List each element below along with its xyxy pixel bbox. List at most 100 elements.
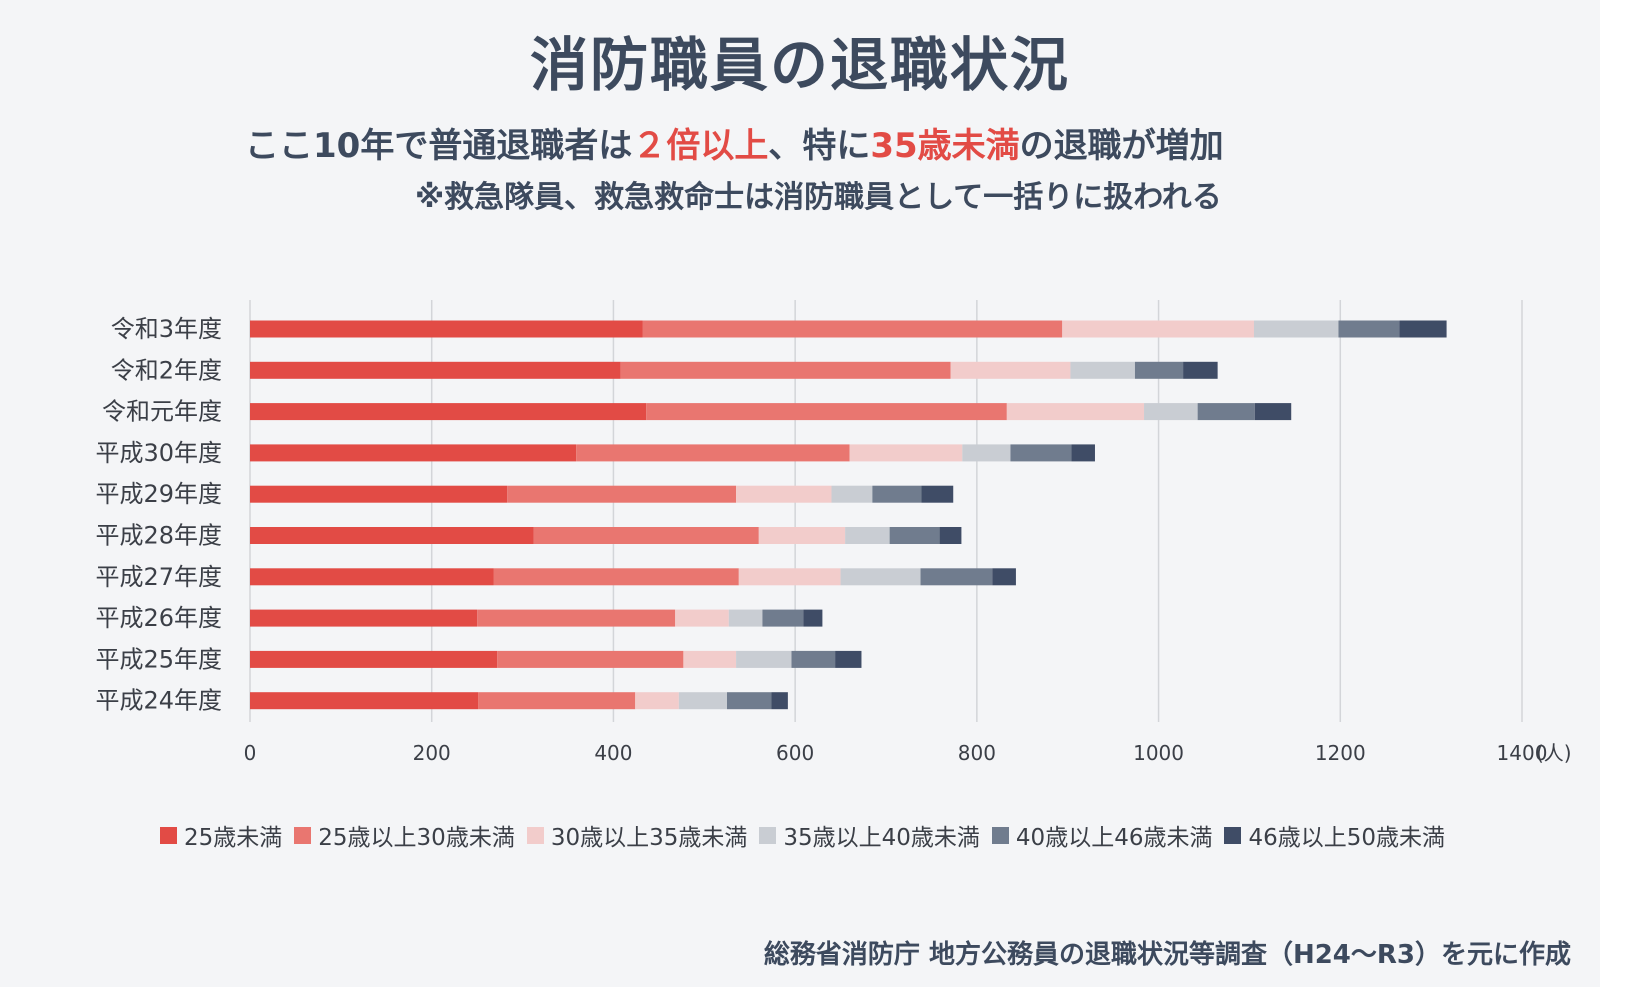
category-label: 平成29年度 (95, 480, 222, 508)
legend-swatch (526, 826, 544, 844)
category-label: 平成30年度 (95, 439, 222, 467)
legend-item: 46歳以上50歳未満 (1224, 818, 1445, 852)
bar-segment (962, 444, 1011, 462)
bar-segment (1197, 403, 1255, 421)
bar-chart: 0 200 400 600 800 1000 1200 1400(人) 令和3年度令和2年度令和… (95, 300, 1572, 765)
legend-swatch (1224, 826, 1242, 844)
x-tick-label: 400 (594, 741, 632, 765)
legend-swatch (759, 826, 777, 844)
legend-label: 35歳以上40歳未満 (783, 825, 980, 851)
bar-segment (250, 444, 577, 462)
x-tick-label: 600 (776, 741, 814, 765)
chart-title: 消防職員の退職状況 (529, 31, 1070, 99)
bar-segment (250, 650, 498, 668)
category-label: 平成24年度 (95, 687, 222, 715)
bar-segment (1134, 361, 1184, 379)
bar-segment (727, 692, 772, 710)
legend-label: 46歳以上50歳未満 (1248, 825, 1446, 851)
bar-segment (250, 485, 508, 503)
bar-segment (250, 361, 621, 379)
bar-segment (872, 485, 922, 503)
bar-segment (250, 320, 643, 338)
source-credit: 総務省消防庁 地方公務員の退職状況等調査（H24〜R3）を元に作成 (763, 940, 1571, 970)
bar-segment (1183, 361, 1218, 379)
bar-segment (1070, 361, 1135, 379)
bar-segment (889, 527, 940, 544)
bar-segment (845, 527, 890, 544)
legend-label: 30歳以上35歳未満 (550, 825, 748, 851)
headline: ここ10年で普通退職者は２倍以上、特に35歳未満の退職が増加 (245, 118, 1224, 167)
bar-segment (1071, 444, 1095, 462)
legend-label: 25歳以上30歳未満 (318, 825, 515, 851)
category-label: 令和3年度 (111, 315, 222, 343)
category-label: 令和元年度 (102, 398, 222, 426)
bar-segment (250, 568, 494, 586)
legend-swatch (294, 826, 312, 844)
bar-segment (533, 527, 759, 544)
bar-segment (1338, 320, 1400, 338)
bar-segment (758, 527, 846, 544)
x-tick-label: 1400 (1497, 741, 1548, 765)
note: ※救急隊員、救急救命士は消防職員として一括りに扱われる (415, 180, 1222, 215)
legend-item: 25歳未満 (160, 818, 282, 852)
category-label: 平成27年度 (95, 563, 222, 591)
x-tick-label: 200 (413, 741, 451, 765)
bar-segment (738, 568, 841, 586)
category-label: 平成25年度 (95, 645, 222, 673)
x-tick-label: 0 (244, 741, 257, 765)
bar-segment (762, 609, 804, 627)
bar-segment (620, 361, 951, 379)
bar-segment (1399, 320, 1447, 338)
bar-segment (950, 361, 1071, 379)
bar-segment (849, 444, 963, 462)
headline-highlight1: ２倍以上 (632, 126, 769, 166)
legend-swatch (160, 826, 177, 844)
bar-segment (678, 692, 727, 710)
bar-segment (920, 568, 993, 586)
headline-part1: ここ10年で普通退職者は (245, 126, 633, 166)
x-tick-label: 1200 (1315, 741, 1366, 765)
category-label: 令和2年度 (111, 356, 222, 384)
bar-segment (1062, 320, 1254, 338)
bar-segment (992, 568, 1016, 586)
bar-segment (840, 568, 921, 586)
headline-part3: の退職が増加 (1019, 126, 1224, 166)
legend: 25歳未満 25歳以上30歳未満 30歳以上35歳未満 35歳以上40歳未満 40歳以上… (160, 818, 1445, 852)
bar-segment (642, 320, 1063, 338)
x-tick-label: 800 (958, 741, 996, 765)
legend-item: 35歳以上40歳未満 (759, 818, 980, 852)
bar-segment (646, 403, 1007, 421)
bar-segment (791, 650, 836, 668)
category-label: 平成26年度 (95, 604, 222, 632)
bar-segment (493, 568, 739, 586)
bar-segment (683, 650, 737, 668)
bar-segment (1006, 403, 1145, 421)
bar-segment (835, 650, 862, 668)
bar-segment (635, 692, 679, 710)
headline-part2: 、特に (768, 126, 871, 166)
legend-item: 40歳以上46歳未満 (991, 818, 1213, 852)
bar-segment (803, 609, 823, 627)
bar-segment (736, 485, 832, 503)
bar-segment (497, 650, 684, 668)
x-unit-label: (人) (1536, 741, 1572, 765)
bar-segment (921, 485, 954, 503)
bar-segment (939, 527, 962, 544)
bar-segment (771, 692, 788, 710)
bar-segment (507, 485, 737, 503)
bar-segment (736, 650, 792, 668)
bar-segment (831, 485, 873, 503)
bar-segment (250, 692, 479, 710)
headline-highlight2: 35歳未満 (870, 126, 1020, 166)
legend-label: 40歳以上46歳未満 (1015, 825, 1213, 851)
bar-segment (576, 444, 850, 462)
legend-item: 25歳以上30歳未満 (294, 818, 515, 852)
bar-segment (250, 403, 647, 421)
category-label: 平成28年度 (95, 522, 222, 550)
bar-segment (250, 609, 478, 627)
legend-item: 30歳以上35歳未満 (526, 818, 748, 852)
bar-segment (1253, 320, 1339, 338)
legend-swatch (991, 826, 1009, 844)
bar-segment (675, 609, 729, 627)
legend-label: 25歳未満 (184, 825, 283, 851)
